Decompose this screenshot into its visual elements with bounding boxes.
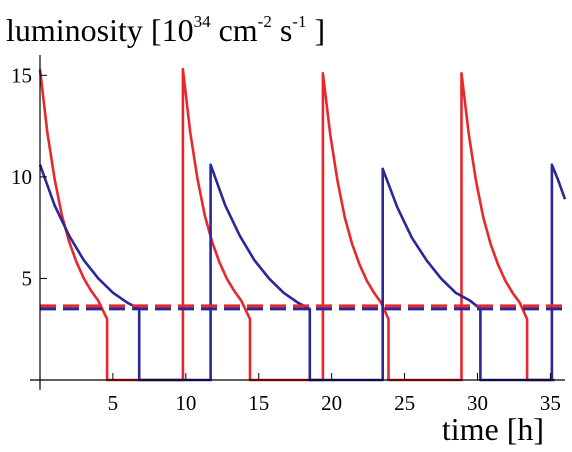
x-tick-label: 20	[321, 391, 342, 415]
title-exponent-cm: -2	[258, 12, 272, 31]
series-layer	[38, 67, 567, 382]
x-tick-label: 35	[540, 391, 561, 415]
x-axis-label: time [h]	[442, 411, 544, 447]
x-tick-label: 10	[175, 391, 196, 415]
chart-title: luminosity [1034 cm-2 s-1 ]	[6, 12, 325, 48]
x-tick-label: 30	[467, 391, 488, 415]
x-tick-label: 5	[108, 391, 119, 415]
axes-layer: 5 10 15 20 25 30 35 5 10 15	[11, 55, 565, 415]
title-unit-cm: cm	[211, 12, 258, 48]
x-tick-label: 15	[248, 391, 269, 415]
y-tick-label: 10	[11, 165, 32, 189]
title-main: luminosity [10	[6, 12, 194, 48]
x-tick-label: 25	[394, 391, 415, 415]
y-tick-label: 15	[11, 63, 32, 87]
title-unit-s: s	[272, 12, 292, 48]
title-exponent-34: 34	[194, 12, 212, 31]
title-exponent-s: -1	[292, 12, 306, 31]
title-close-bracket: ]	[306, 12, 325, 48]
luminosity-curve-0	[38, 67, 555, 382]
y-tick-label: 5	[22, 266, 33, 290]
luminosity-curve-1	[38, 163, 567, 382]
